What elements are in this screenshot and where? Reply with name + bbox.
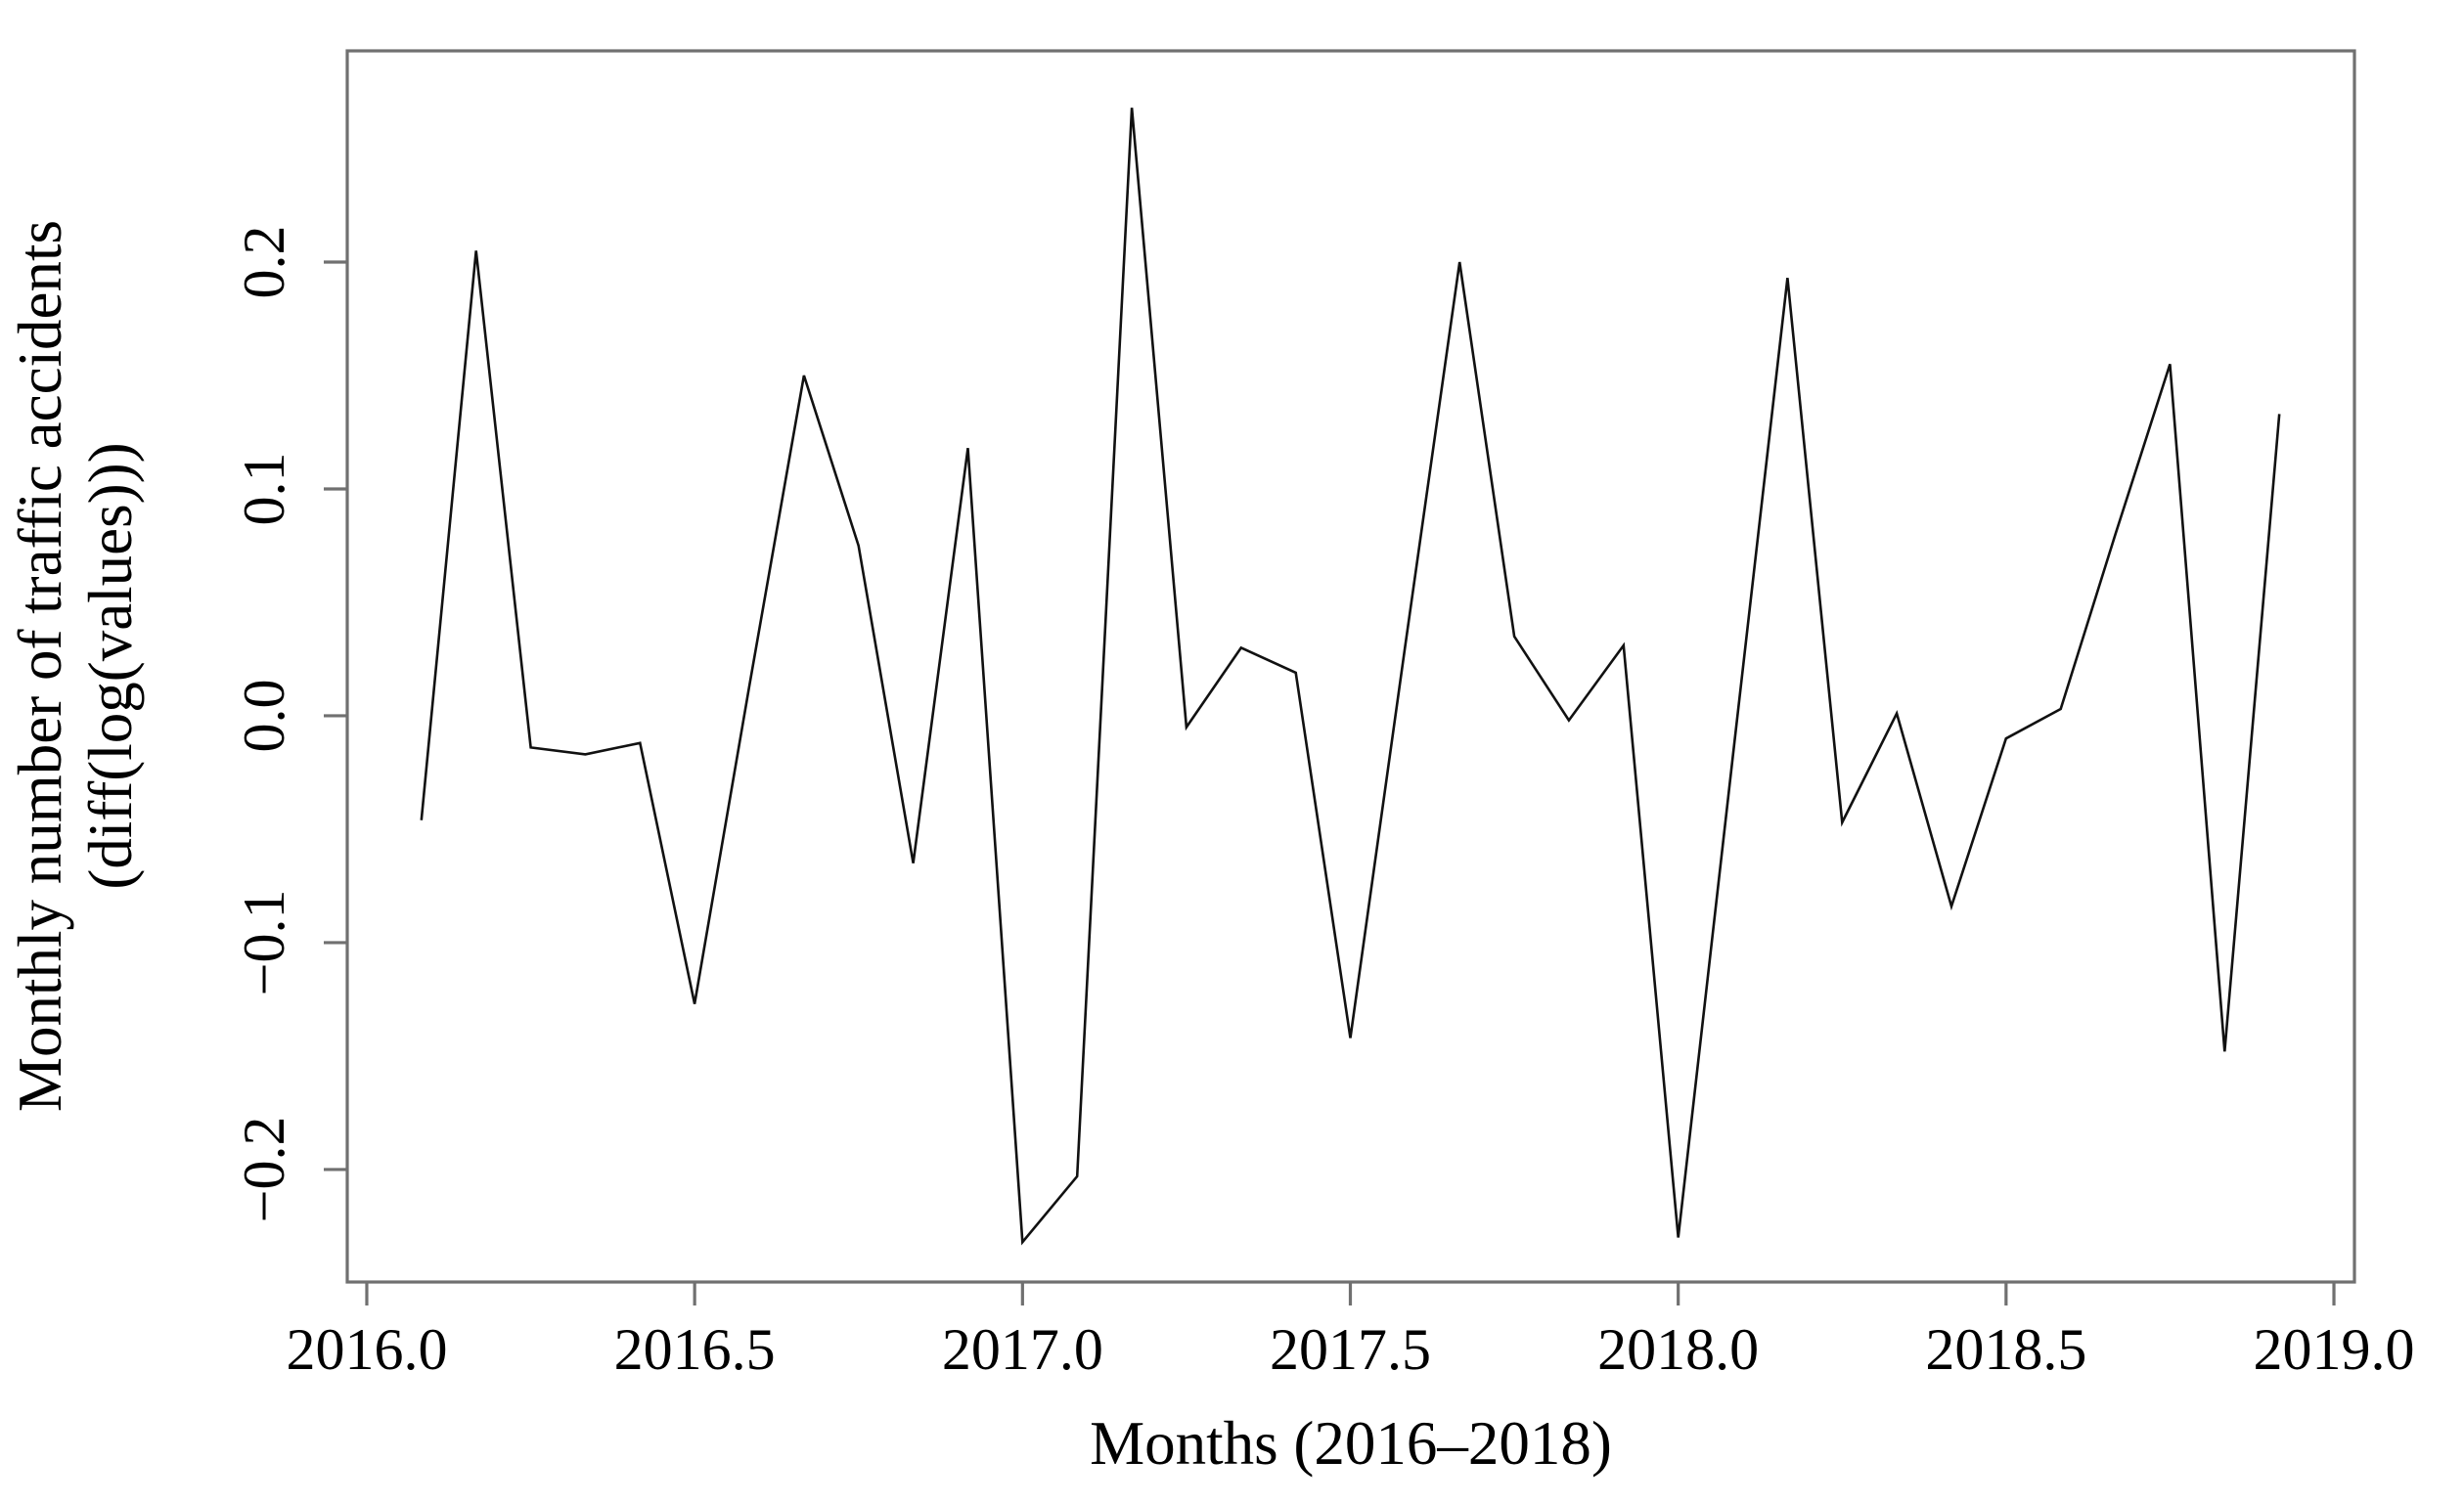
x-tick-label: 2017.5	[1270, 1317, 1431, 1382]
plot-area	[345, 49, 2356, 1284]
x-tick-label: 2016.5	[614, 1317, 776, 1382]
y-tick-label: −0.2	[232, 1117, 296, 1223]
y-axis: 0.2 0.1 0.0 −0.1 −0.2	[232, 225, 347, 1222]
x-tick-label: 2019.0	[2254, 1317, 2415, 1382]
y-tick-label: 0.1	[232, 452, 296, 525]
y-tick-label: −0.1	[232, 890, 296, 996]
data-line	[420, 108, 2281, 1246]
y-axis-title-line1: Monthly number of traffic accidents	[6, 220, 74, 1112]
y-axis-title-line2: (diff(log(values)))	[76, 442, 145, 889]
x-axis: 2016.0 2016.5 2017.0 2017.5 2018.0 2018.5 2019…	[286, 1282, 2415, 1382]
y-tick-label: 0.2	[232, 225, 296, 298]
x-tick-label: 2018.0	[1597, 1317, 1759, 1382]
y-tick-label: 0.0	[232, 679, 296, 752]
x-tick-label: 2017.0	[942, 1317, 1103, 1382]
x-tick-label: 2018.5	[1925, 1317, 2086, 1382]
x-tick-label: 2016.0	[286, 1317, 447, 1382]
x-axis-title: Months (2016–2018)	[1090, 1409, 1612, 1478]
